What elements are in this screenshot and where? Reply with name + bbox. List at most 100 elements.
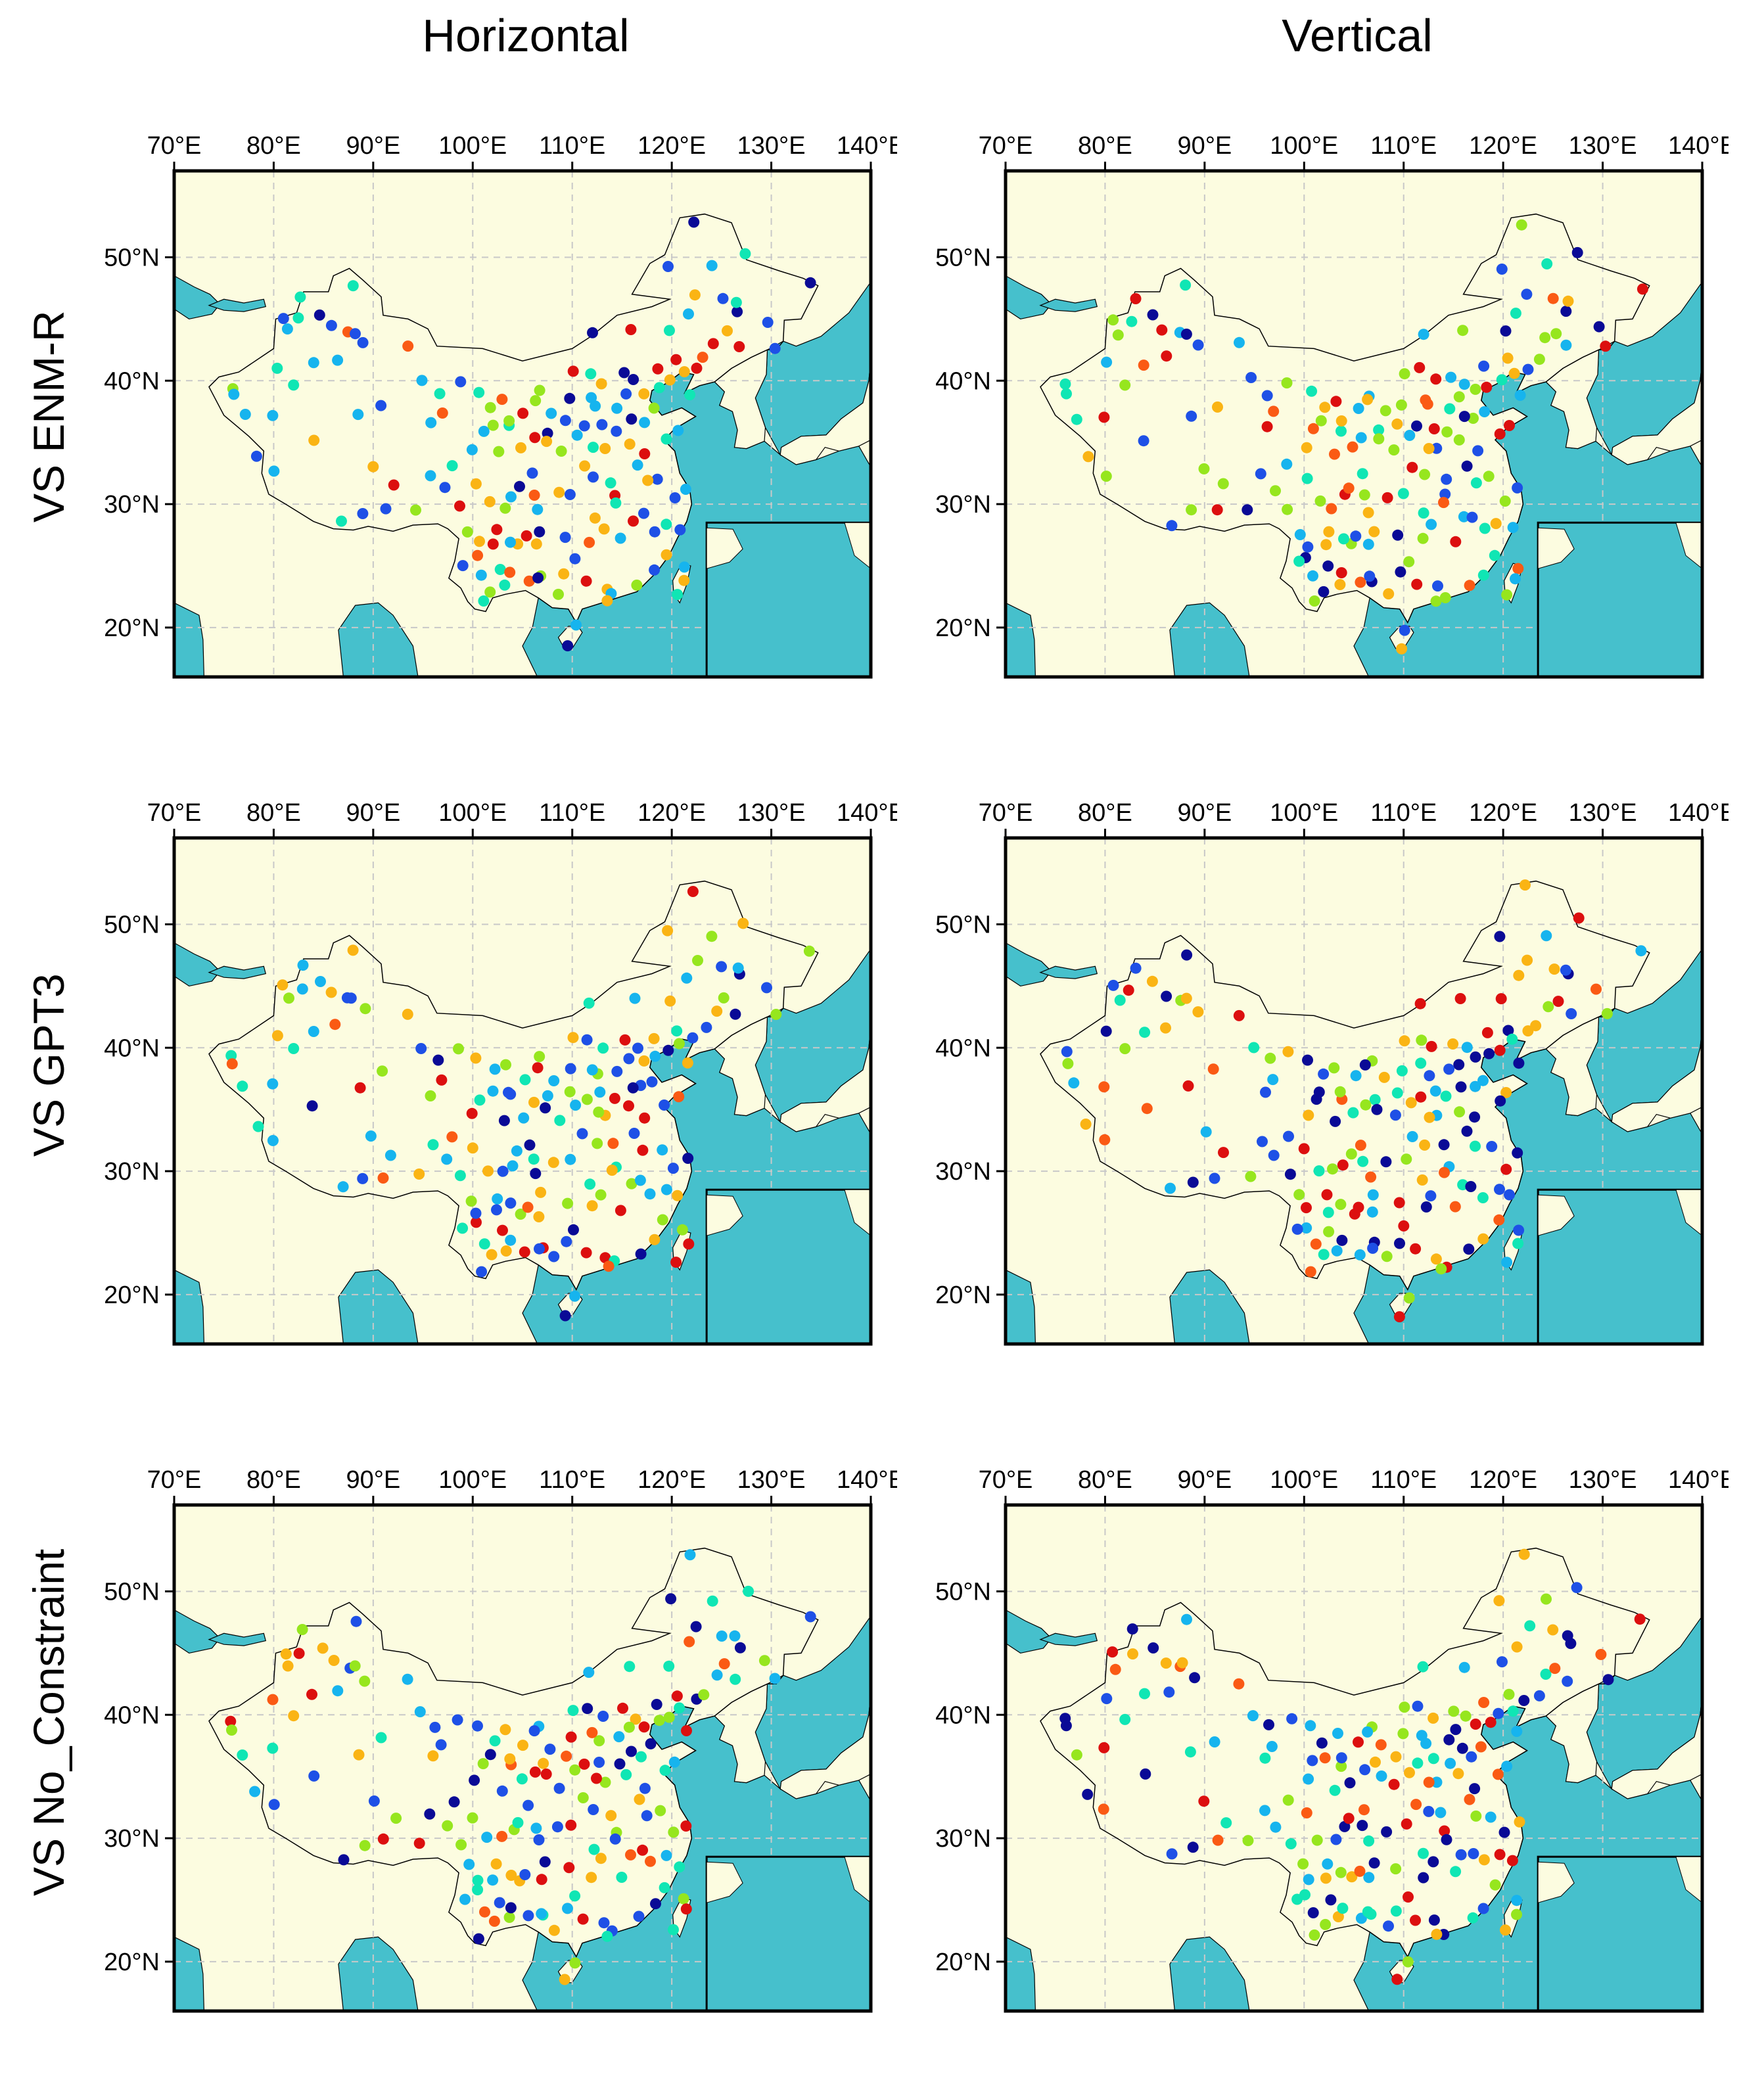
station-marker: [730, 296, 742, 308]
station-marker: [1370, 1756, 1381, 1768]
station-marker: [688, 216, 700, 228]
station-marker: [684, 389, 696, 401]
station-marker: [762, 317, 774, 328]
station-marker: [487, 1874, 499, 1886]
station-marker: [591, 1772, 602, 1784]
station-marker: [332, 1685, 344, 1697]
lon-tick-label: 110°E: [1370, 799, 1437, 827]
station-marker: [1345, 1148, 1357, 1160]
lon-tick-label: 100°E: [1270, 1466, 1338, 1494]
station-marker: [466, 1107, 478, 1119]
station-marker: [539, 1856, 551, 1868]
station-marker: [619, 1034, 631, 1046]
station-marker: [674, 1038, 685, 1050]
lon-tick-label: 100°E: [1270, 799, 1338, 827]
station-marker: [505, 1902, 517, 1914]
station-marker: [315, 976, 326, 987]
station-marker: [1242, 504, 1253, 516]
station-marker: [668, 1826, 680, 1838]
lon-tick-label: 130°E: [1569, 1466, 1637, 1494]
station-marker: [1390, 1863, 1402, 1875]
station-marker: [347, 280, 359, 292]
station-marker: [586, 392, 597, 404]
station-marker: [1320, 1872, 1332, 1884]
station-marker: [599, 443, 611, 454]
station-marker: [1411, 420, 1422, 432]
station-marker: [629, 992, 641, 1004]
station-marker: [532, 503, 544, 515]
station-marker: [1101, 1693, 1113, 1705]
station-marker: [504, 1753, 516, 1765]
station-marker: [1068, 1077, 1080, 1089]
station-marker: [1548, 963, 1560, 975]
station-marker: [1109, 1663, 1121, 1675]
station-marker: [1440, 1090, 1452, 1102]
station-marker: [1458, 1661, 1470, 1673]
map-panel-horizontal-row3: 70°E 80°E 90°E 100°E 110°E 120°E 130°E 140°E 20°…: [82, 1370, 897, 2027]
station-marker: [491, 1204, 502, 1216]
station-marker: [606, 1165, 618, 1176]
station-marker: [1302, 541, 1314, 553]
station-marker: [1441, 426, 1453, 438]
station-marker: [1381, 1826, 1393, 1838]
station-marker: [1468, 1848, 1479, 1859]
station-marker: [1530, 1020, 1542, 1032]
station-marker: [467, 1142, 478, 1154]
station-marker: [648, 1032, 660, 1044]
station-marker: [584, 536, 595, 548]
station-marker: [1450, 1866, 1462, 1878]
station-marker: [1355, 1140, 1366, 1151]
japan-hokkaido: [870, 1665, 871, 1691]
station-marker: [1560, 339, 1572, 351]
station-marker: [646, 1076, 658, 1088]
station-marker: [1181, 1613, 1192, 1625]
station-marker: [1412, 1757, 1424, 1769]
station-marker: [1465, 1181, 1477, 1192]
station-marker: [1595, 1649, 1607, 1660]
station-marker: [1233, 1678, 1245, 1690]
lat-tick-label: 30°N: [935, 1158, 991, 1186]
station-marker: [350, 328, 361, 340]
station-marker: [350, 1615, 362, 1627]
station-marker: [637, 1844, 649, 1856]
station-marker: [1061, 1046, 1073, 1057]
station-marker: [536, 1874, 547, 1885]
station-marker: [1245, 372, 1257, 383]
station-marker: [1321, 1189, 1333, 1201]
japan-hokkaido: [1702, 980, 1729, 1029]
station-marker: [288, 1043, 300, 1054]
station-marker: [638, 1055, 650, 1067]
station-marker: [1303, 1773, 1314, 1785]
station-marker: [1541, 1593, 1552, 1605]
station-marker: [1293, 1189, 1305, 1201]
lon-tick-label: 90°E: [1177, 799, 1232, 827]
station-marker: [441, 1153, 453, 1165]
station-marker: [293, 1648, 305, 1659]
station-marker: [505, 1870, 517, 1881]
station-marker: [1362, 538, 1374, 550]
station-marker: [1355, 432, 1367, 444]
station-marker: [569, 1957, 581, 1969]
station-marker: [533, 1834, 545, 1845]
station-marker: [476, 1266, 488, 1278]
station-marker: [494, 1897, 505, 1908]
station-marker: [562, 1903, 573, 1914]
station-marker: [1512, 482, 1523, 494]
station-marker: [1362, 1906, 1374, 1918]
station-marker: [1573, 912, 1585, 924]
station-marker: [611, 402, 623, 414]
station-marker: [1427, 1712, 1439, 1724]
station-marker: [1566, 1008, 1577, 1019]
station-marker: [1360, 1099, 1372, 1111]
station-marker: [534, 526, 545, 538]
station-marker: [615, 1205, 626, 1216]
station-marker: [496, 1785, 508, 1797]
station-marker: [1449, 1201, 1461, 1213]
station-marker: [1200, 1126, 1212, 1138]
station-marker: [553, 486, 565, 498]
station-marker: [1353, 1736, 1364, 1748]
station-marker: [484, 586, 496, 598]
station-marker: [609, 1833, 621, 1845]
station-marker: [680, 1820, 692, 1832]
station-marker: [365, 1130, 377, 1142]
